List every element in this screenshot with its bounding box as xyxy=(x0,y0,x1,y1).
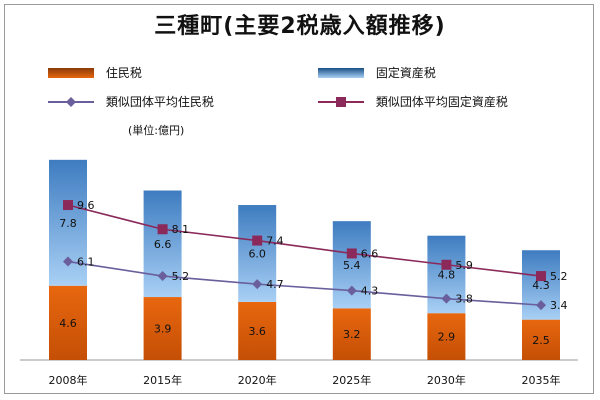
data-label-property-tax: 5.4 xyxy=(343,259,361,272)
legend-line-avg-resident-tax xyxy=(48,96,94,107)
data-label-avg-property-tax: 8.1 xyxy=(172,223,190,236)
data-label-avg-property-tax: 9.6 xyxy=(77,199,95,212)
point-avg-property-tax xyxy=(157,224,168,235)
data-label-resident-tax: 3.2 xyxy=(343,328,361,341)
data-label-avg-resident-tax: 3.8 xyxy=(455,293,473,306)
data-label-property-tax: 4.3 xyxy=(532,279,550,292)
point-avg-resident-tax xyxy=(63,256,73,267)
data-label-avg-resident-tax: 4.3 xyxy=(361,285,379,298)
point-avg-resident-tax xyxy=(346,285,357,296)
point-avg-resident-tax xyxy=(441,293,452,304)
line-avg-property-tax xyxy=(67,204,542,277)
point-avg-resident-tax xyxy=(157,271,168,282)
data-label-resident-tax: 3.6 xyxy=(248,325,266,338)
chart-title: 三種町(主要2税歳入額推移) xyxy=(154,14,446,39)
x-tick-label: 2035年 xyxy=(522,373,561,387)
chart-frame xyxy=(4,4,594,394)
data-label-resident-tax: 2.5 xyxy=(532,334,550,347)
legend-label-property-tax: 固定資産税 xyxy=(375,66,436,80)
bar-resident-tax xyxy=(332,308,371,360)
x-tick-label: 2020年 xyxy=(238,373,277,387)
line-avg-resident-tax xyxy=(67,260,542,306)
bar-resident-tax xyxy=(522,319,560,360)
data-label-property-tax: 4.8 xyxy=(438,268,456,281)
bar-resident-tax xyxy=(49,285,87,360)
bar-resident-tax xyxy=(238,301,277,360)
x-tick-label: 2015年 xyxy=(143,373,182,387)
data-label-property-tax: 6.0 xyxy=(248,247,266,260)
data-label-avg-property-tax: 5.9 xyxy=(455,259,473,272)
data-label-avg-resident-tax: 5.2 xyxy=(172,270,190,283)
legend-item-avg-property-tax: 類似団体平均固定資産税 xyxy=(318,93,508,110)
point-avg-property-tax xyxy=(346,248,357,259)
x-tick-label: 2030年 xyxy=(427,373,466,387)
data-label-avg-property-tax: 7.4 xyxy=(266,235,284,248)
data-label-avg-resident-tax: 3.4 xyxy=(550,299,568,312)
data-label-avg-property-tax: 6.6 xyxy=(361,247,379,260)
bar-resident-tax xyxy=(143,297,182,360)
data-label-avg-resident-tax: 6.1 xyxy=(77,256,95,269)
legend-swatch-property-tax xyxy=(318,67,364,78)
legend-swatch-resident-tax xyxy=(48,67,94,78)
point-avg-property-tax xyxy=(536,271,546,282)
data-label-resident-tax: 4.6 xyxy=(59,317,77,330)
data-label-avg-resident-tax: 4.7 xyxy=(266,278,284,291)
bar-resident-tax xyxy=(427,313,466,360)
legend-label-resident-tax: 住民税 xyxy=(105,66,142,80)
data-label-avg-property-tax: 5.2 xyxy=(550,270,568,283)
legend-line-avg-property-tax xyxy=(318,96,364,107)
point-avg-resident-tax xyxy=(252,279,263,290)
x-tick-label: 2008年 xyxy=(49,373,88,387)
unit-label: (単位:億円) xyxy=(128,124,185,137)
data-label-property-tax: 6.6 xyxy=(154,238,172,251)
point-avg-property-tax xyxy=(441,259,452,270)
data-label-resident-tax: 2.9 xyxy=(438,331,456,344)
data-label-property-tax: 7.8 xyxy=(59,217,77,230)
legend-label-avg-property-tax: 類似団体平均固定資産税 xyxy=(375,95,508,109)
legend-label-avg-resident-tax: 類似団体平均住民税 xyxy=(105,95,214,109)
x-tick-label: 2025年 xyxy=(332,373,371,387)
point-avg-property-tax xyxy=(63,200,73,211)
legend-item-property-tax: 固定資産税 xyxy=(318,64,436,81)
legend-item-avg-resident-tax: 類似団体平均住民税 xyxy=(48,93,214,110)
point-avg-resident-tax xyxy=(536,300,546,311)
data-label-resident-tax: 3.9 xyxy=(154,323,172,336)
legend-item-resident-tax: 住民税 xyxy=(48,64,142,81)
point-avg-property-tax xyxy=(252,235,263,246)
